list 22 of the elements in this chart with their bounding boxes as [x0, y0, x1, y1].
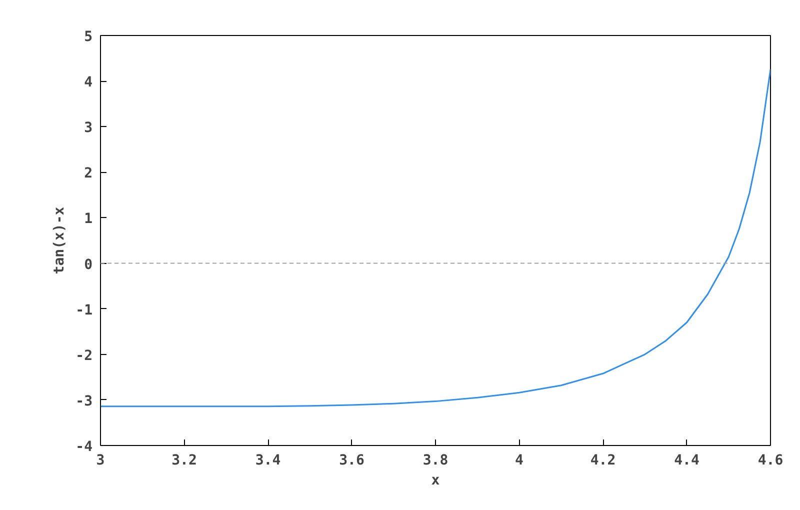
- x-axis-title: x: [431, 472, 440, 488]
- y-tick-label: -2: [76, 348, 92, 364]
- y-tick-label: 2: [84, 166, 93, 182]
- x-tick-label: 3.6: [339, 452, 364, 468]
- line-series: [100, 68, 770, 408]
- y-tick-label: 3: [84, 120, 93, 136]
- x-tick-label: 3: [96, 452, 105, 468]
- y-tick-label: -3: [76, 393, 92, 410]
- y-tick-label: 5: [84, 29, 93, 45]
- x-tick-label: 3.2: [172, 452, 197, 468]
- y-tick-label: -1: [76, 302, 92, 318]
- y-tick-label: 4: [84, 74, 93, 91]
- x-tick-label: 3.4: [255, 452, 281, 468]
- x-tick-label: 3.8: [422, 452, 448, 468]
- x-tick-label: 4.2: [590, 452, 616, 468]
- y-tick-label: -4: [76, 439, 92, 455]
- x-tick-label: 4: [515, 452, 524, 468]
- y-axis-title: tan(x)-x: [52, 206, 68, 274]
- y-tick-label: 1: [84, 211, 93, 228]
- x-tick-label: 4.4: [674, 452, 700, 468]
- x-tick-label: 4.6: [758, 452, 784, 468]
- y-tick-label: 0: [84, 256, 93, 273]
